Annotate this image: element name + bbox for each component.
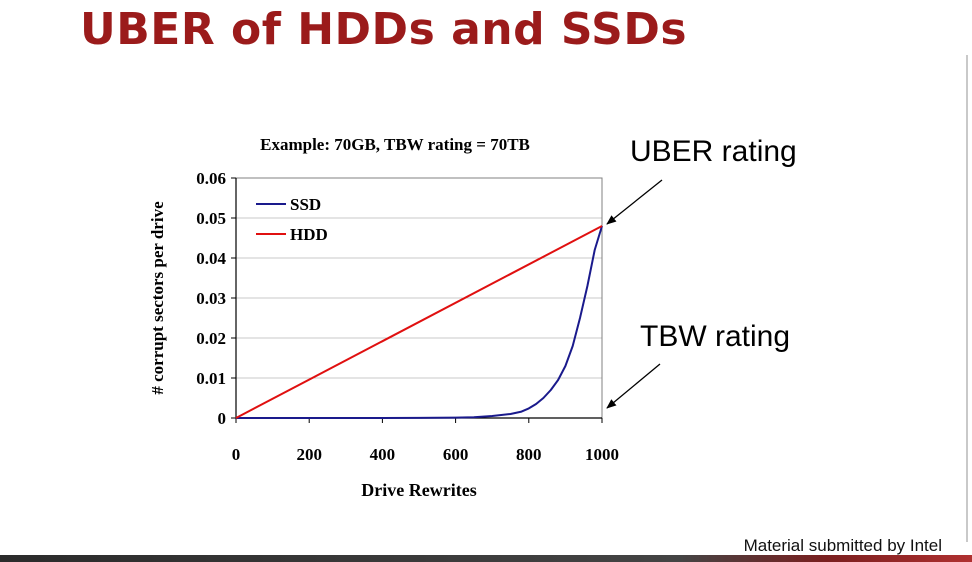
x-tick-label: 1000 [585, 445, 619, 464]
y-axis-label: # corrupt sectors per drive [148, 201, 167, 395]
y-tick-label: 0.01 [196, 369, 226, 388]
x-tick-label: 200 [296, 445, 322, 464]
chart-title: Example: 70GB, TBW rating = 70TB [260, 135, 530, 154]
x-axis-label: Drive Rewrites [361, 480, 476, 500]
y-tick-label: 0 [218, 409, 227, 428]
legend-label-ssd: SSD [290, 195, 321, 214]
series-line-hdd [235, 225, 603, 419]
x-tick-label: 0 [232, 445, 241, 464]
y-tick-label: 0.03 [196, 289, 226, 308]
y-tick-label: 0.06 [196, 169, 226, 188]
uber-rating-arrow [606, 179, 663, 225]
x-tick-label: 600 [443, 445, 469, 464]
y-tick-label: 0.02 [196, 329, 226, 348]
slide-title: UBER of HDDs and SSDs [80, 4, 688, 55]
x-tick-label: 800 [516, 445, 542, 464]
y-tick-label: 0.05 [196, 209, 226, 228]
footer-note: Material submitted by Intel [743, 536, 942, 555]
bottom-bar [0, 555, 972, 562]
series-line-ssd [236, 225, 603, 419]
tbw-rating-arrow [606, 363, 661, 409]
legend-label-hdd: HDD [290, 225, 328, 244]
legend: SSD HDD [256, 195, 328, 244]
series-layer [235, 225, 603, 419]
tbw-rating-callout: TBW rating [640, 320, 791, 353]
y-tick-label: 0.04 [196, 249, 226, 268]
right-divider [966, 55, 968, 542]
tick-layer: 0 0.01 0.02 0.03 0.04 0.05 0.06 0 200 400 600 800 10… [196, 169, 619, 464]
x-tick-label: 400 [370, 445, 396, 464]
uber-rating-callout: UBER rating [630, 135, 797, 168]
